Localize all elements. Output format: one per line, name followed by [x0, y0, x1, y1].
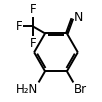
Text: F: F	[30, 3, 36, 16]
Text: Br: Br	[74, 83, 87, 96]
Text: H₂N: H₂N	[16, 83, 38, 96]
Text: F: F	[30, 37, 36, 50]
Text: N: N	[74, 12, 83, 24]
Text: F: F	[15, 20, 22, 33]
